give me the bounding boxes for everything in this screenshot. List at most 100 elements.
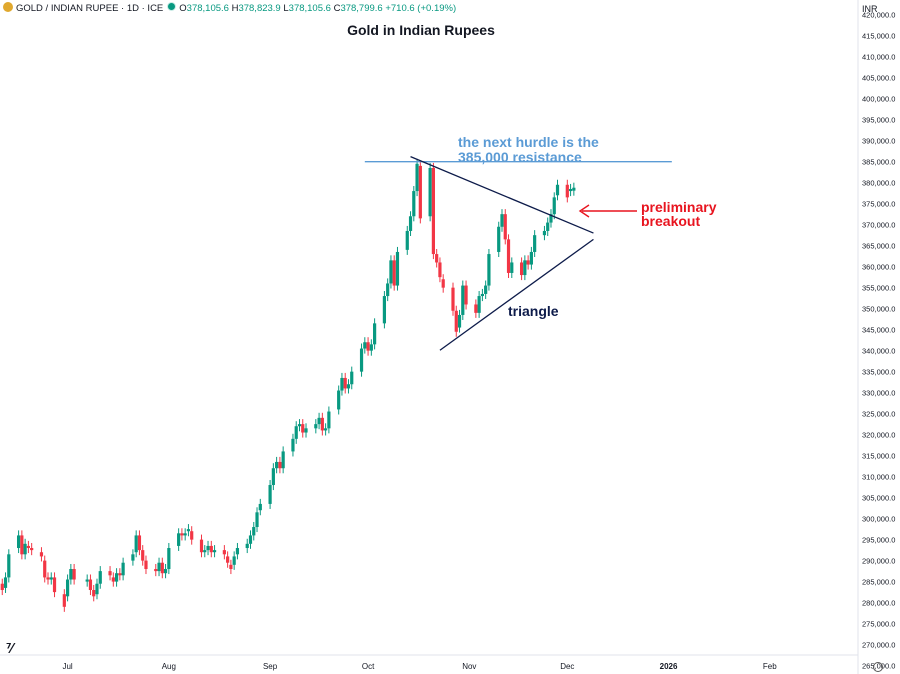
candle-body [85, 579, 89, 582]
y-tick-label: 415,000.0 [862, 32, 895, 41]
y-tick-label: 380,000.0 [862, 179, 895, 188]
candle-body [98, 571, 102, 584]
candle-body [565, 184, 569, 198]
candle-body [258, 503, 262, 511]
candle-body [327, 411, 331, 429]
candle-body [412, 191, 416, 217]
candle-body [314, 424, 318, 429]
y-tick-label: 405,000.0 [862, 74, 895, 83]
candle-body [111, 577, 115, 582]
candle-body [457, 314, 462, 328]
candle-body [529, 251, 533, 265]
candle-body [297, 424, 302, 427]
candle-body [506, 239, 511, 273]
candle-body [26, 545, 30, 549]
y-tick-label: 285,000.0 [862, 578, 895, 587]
x-tick-label: Jul [62, 662, 72, 671]
price-axis: 265,000.0270,000.0275,000.0280,000.0285,… [862, 11, 895, 671]
candle-body [7, 554, 11, 578]
candle-body [118, 573, 122, 576]
candle-body [480, 293, 484, 297]
y-tick-label: 270,000.0 [862, 641, 895, 650]
candle-body [546, 222, 550, 231]
candle-body [487, 254, 491, 286]
candle-body [268, 485, 272, 504]
y-tick-label: 390,000.0 [862, 137, 895, 146]
candle-body [46, 577, 50, 580]
candle-body [134, 535, 138, 553]
candle-body [245, 543, 249, 549]
y-tick-label: 310,000.0 [862, 473, 895, 482]
candle-body [108, 571, 112, 576]
settings-icon[interactable] [873, 662, 883, 672]
candle-body [366, 342, 370, 351]
close-label: C [333, 3, 341, 14]
candle-body [533, 235, 537, 252]
x-tick-label: Nov [462, 662, 476, 671]
candle-body [340, 377, 344, 391]
y-tick-label: 320,000.0 [862, 431, 895, 440]
candle-body [346, 384, 351, 389]
high-label: H [231, 3, 239, 14]
candle-body [278, 461, 282, 469]
candle-body [350, 371, 354, 385]
candle-body [415, 163, 419, 192]
candle-body [157, 562, 161, 572]
low-value: 378,105.6 [288, 3, 331, 14]
triangle-lower-line [439, 238, 594, 351]
candle-body [454, 310, 458, 332]
candle-body [386, 283, 390, 297]
candle-body [405, 230, 409, 250]
market-open-dot-icon [167, 2, 177, 11]
candle-body [141, 550, 145, 561]
candle-body [373, 323, 377, 345]
x-tick-label: 2026 [660, 662, 678, 671]
breakout-label-line1: preliminary [641, 199, 717, 215]
candle-body [114, 573, 119, 582]
y-tick-label: 325,000.0 [862, 410, 895, 419]
candle-body [131, 554, 135, 561]
currency-selector[interactable]: INR [862, 4, 878, 14]
candle-body [451, 287, 455, 311]
x-tick-label: Dec [560, 662, 574, 671]
candle-body [461, 285, 465, 315]
candle-body [222, 550, 226, 555]
candle-body [248, 535, 253, 544]
candle-body [167, 548, 171, 570]
candle-body [359, 348, 364, 372]
candle-body [16, 535, 21, 549]
candle-body [474, 304, 478, 313]
y-tick-label: 360,000.0 [862, 263, 895, 272]
candle-body [183, 533, 187, 536]
candle-body [291, 438, 295, 452]
candle-body [209, 545, 213, 553]
candle-body [382, 296, 387, 324]
candle-body [324, 428, 328, 431]
triangle-upper-line [410, 156, 594, 234]
candle-body [235, 548, 240, 555]
candle-body [500, 214, 504, 227]
candle-body [304, 428, 308, 433]
candle-body [43, 560, 47, 578]
candle-body [526, 260, 530, 265]
candle-body [337, 390, 341, 410]
x-tick-label: Feb [763, 662, 777, 671]
candle-body [95, 583, 99, 595]
y-tick-label: 385,000.0 [862, 158, 895, 167]
y-tick-label: 395,000.0 [862, 116, 895, 125]
candle-body [226, 556, 230, 563]
y-tick-label: 275,000.0 [862, 620, 895, 629]
y-tick-label: 300,000.0 [862, 515, 895, 524]
candle-body [435, 254, 439, 263]
candle-body [232, 556, 236, 565]
candle-body [203, 550, 207, 553]
y-tick-label: 295,000.0 [862, 536, 895, 545]
candle-body [281, 451, 285, 469]
high-value: 378,823.9 [238, 3, 281, 14]
close-value: 378,799.6 [340, 3, 383, 14]
candle-body [572, 187, 576, 191]
y-tick-label: 335,000.0 [862, 368, 895, 377]
y-tick-label: 410,000.0 [862, 53, 895, 62]
